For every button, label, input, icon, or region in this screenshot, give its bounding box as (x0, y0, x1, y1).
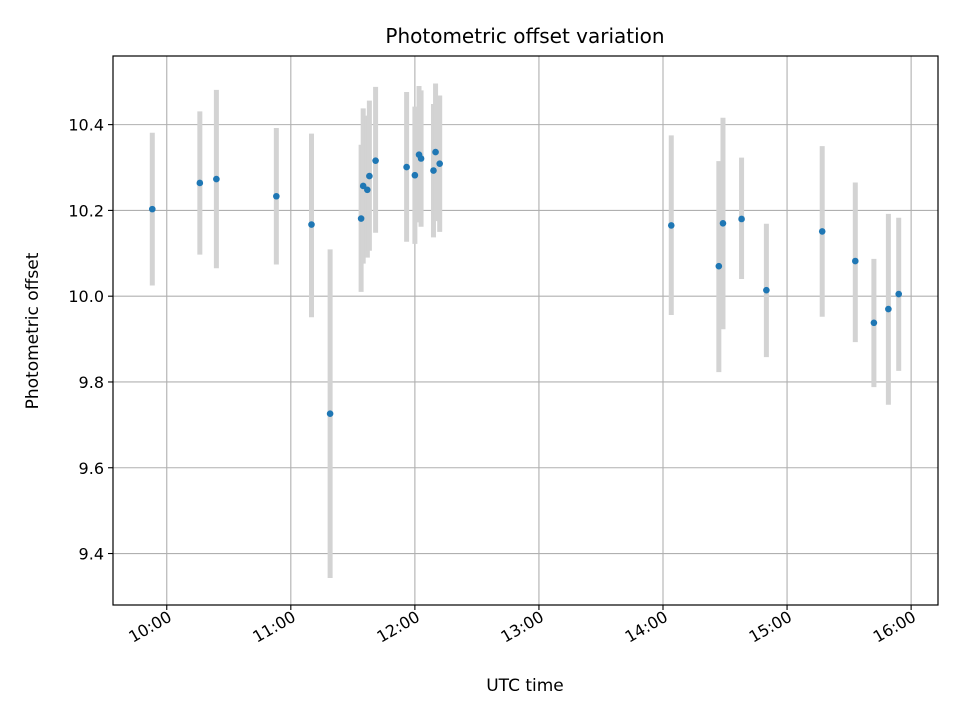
data-point (372, 157, 379, 164)
data-point (364, 186, 371, 194)
data-point (357, 215, 365, 222)
data-point (430, 167, 437, 174)
y-tick-label: 9.8 (79, 373, 104, 392)
y-tick-label: 10.4 (68, 116, 104, 135)
data-point (436, 160, 443, 167)
markers (148, 148, 903, 418)
data-point (432, 148, 439, 156)
data-point (411, 171, 419, 179)
data-point (196, 179, 204, 187)
y-axis: 9.4 9.6 9.8 10.0 10.2 10.4 (68, 116, 113, 564)
data-point (326, 410, 334, 418)
data-point (308, 221, 315, 228)
data-point (719, 219, 727, 227)
plot-frame (112, 55, 939, 606)
y-tick-label: 10.2 (68, 201, 104, 220)
data-point (273, 192, 280, 200)
y-tick-label: 9.6 (79, 459, 104, 478)
data-point (885, 305, 892, 313)
x-axis-label: UTC time (486, 676, 564, 696)
y-tick-label: 9.4 (79, 545, 104, 564)
data-point (403, 163, 410, 171)
data-point (895, 290, 903, 298)
y-tick-label: 10.0 (68, 287, 104, 306)
data-point (715, 262, 723, 270)
data-point (870, 319, 878, 327)
data-point (417, 155, 425, 162)
data-point (738, 215, 745, 223)
chart-title: Photometric offset variation (385, 24, 664, 48)
data-point (851, 257, 859, 265)
data-point (366, 172, 373, 180)
data-point (667, 222, 675, 229)
data-point (359, 182, 367, 190)
data-point (148, 205, 156, 213)
grid (113, 56, 938, 605)
data-point (213, 175, 220, 183)
y-axis-label: Photometric offset (23, 252, 43, 409)
data-point (818, 228, 826, 235)
data-point (763, 286, 770, 294)
